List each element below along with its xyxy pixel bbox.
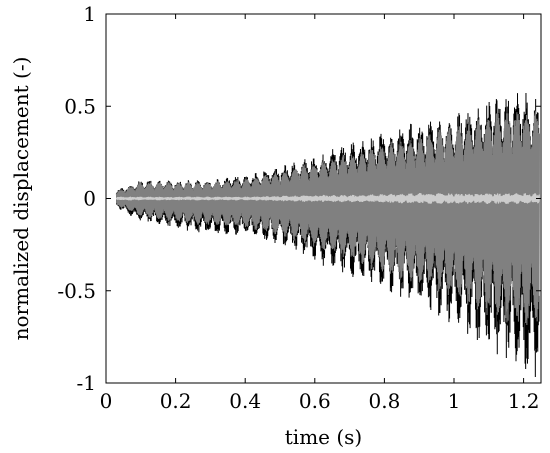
y-tick-label: 0.5 [64, 94, 96, 118]
x-tick-label: 1 [448, 389, 461, 413]
y-tick-label: -0.5 [57, 279, 96, 303]
series-dark-gray-band [115, 111, 540, 326]
x-tick-label: 0.4 [229, 389, 261, 413]
y-axis-label: normalized displacement (-) [9, 57, 33, 341]
x-axis-label: time (s) [285, 425, 362, 449]
x-tick-label: 0 [100, 389, 113, 413]
y-tick-label: -1 [77, 371, 96, 395]
y-tick-label: 0 [83, 187, 96, 211]
series-light-gray-band [115, 193, 540, 204]
x-tick-label: 1.2 [508, 389, 540, 413]
x-tick-label: 0.8 [368, 389, 400, 413]
x-tick-label: 0.6 [299, 389, 331, 413]
y-tick-label: 1 [83, 2, 96, 26]
x-tick-label: 0.2 [160, 389, 192, 413]
